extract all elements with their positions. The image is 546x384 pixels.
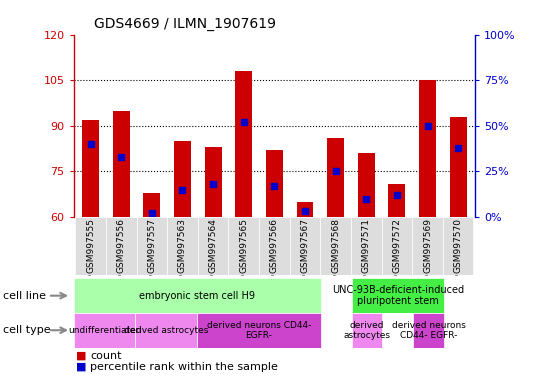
Bar xyxy=(412,217,443,275)
Text: GSM997567: GSM997567 xyxy=(300,218,310,273)
Text: derived
astrocytes: derived astrocytes xyxy=(343,321,390,340)
Bar xyxy=(82,120,99,217)
Bar xyxy=(352,313,382,348)
Text: GSM997556: GSM997556 xyxy=(117,218,126,273)
Text: percentile rank within the sample: percentile rank within the sample xyxy=(90,362,278,372)
Bar xyxy=(443,217,473,275)
Text: GSM997564: GSM997564 xyxy=(209,218,218,273)
Bar xyxy=(327,138,344,217)
Bar xyxy=(106,217,136,275)
Bar xyxy=(450,117,467,217)
Bar xyxy=(74,278,321,313)
Text: GDS4669 / ILMN_1907619: GDS4669 / ILMN_1907619 xyxy=(94,17,276,31)
Text: GSM997569: GSM997569 xyxy=(423,218,432,273)
Text: GSM997555: GSM997555 xyxy=(86,218,95,273)
Text: undifferentiated: undifferentiated xyxy=(68,326,141,335)
Bar xyxy=(135,313,197,348)
Text: ■: ■ xyxy=(76,362,87,372)
Text: ■: ■ xyxy=(76,351,87,361)
Bar xyxy=(74,313,135,348)
Bar xyxy=(197,313,321,348)
Text: GSM997565: GSM997565 xyxy=(239,218,248,273)
Text: GSM997566: GSM997566 xyxy=(270,218,279,273)
Bar xyxy=(358,153,375,217)
Bar xyxy=(296,202,313,217)
Bar xyxy=(382,217,412,275)
Bar xyxy=(413,313,444,348)
Bar xyxy=(290,217,321,275)
Bar xyxy=(174,141,191,217)
Bar xyxy=(113,111,129,217)
Bar xyxy=(167,217,198,275)
Bar xyxy=(136,217,167,275)
Text: cell line: cell line xyxy=(3,291,46,301)
Text: count: count xyxy=(90,351,122,361)
Text: GSM997570: GSM997570 xyxy=(454,218,462,273)
Bar xyxy=(144,193,161,217)
Bar xyxy=(321,217,351,275)
Bar xyxy=(198,217,228,275)
Bar xyxy=(352,278,444,313)
Bar xyxy=(419,80,436,217)
Bar xyxy=(266,150,283,217)
Bar xyxy=(351,217,382,275)
Bar xyxy=(388,184,405,217)
Bar xyxy=(75,217,106,275)
Bar xyxy=(235,71,252,217)
Text: cell type: cell type xyxy=(3,325,50,335)
Text: GSM997568: GSM997568 xyxy=(331,218,340,273)
Text: derived neurons
CD44- EGFR-: derived neurons CD44- EGFR- xyxy=(392,321,466,340)
Bar xyxy=(259,217,290,275)
Text: GSM997571: GSM997571 xyxy=(362,218,371,273)
Text: derived astrocytes: derived astrocytes xyxy=(124,326,209,335)
Text: derived neurons CD44-
EGFR-: derived neurons CD44- EGFR- xyxy=(207,321,311,340)
Text: embryonic stem cell H9: embryonic stem cell H9 xyxy=(139,291,255,301)
Text: UNC-93B-deficient-induced
pluripotent stem: UNC-93B-deficient-induced pluripotent st… xyxy=(332,285,464,306)
Bar xyxy=(205,147,222,217)
Bar xyxy=(228,217,259,275)
Text: GSM997557: GSM997557 xyxy=(147,218,156,273)
Text: GSM997572: GSM997572 xyxy=(393,218,401,273)
Text: GSM997563: GSM997563 xyxy=(178,218,187,273)
